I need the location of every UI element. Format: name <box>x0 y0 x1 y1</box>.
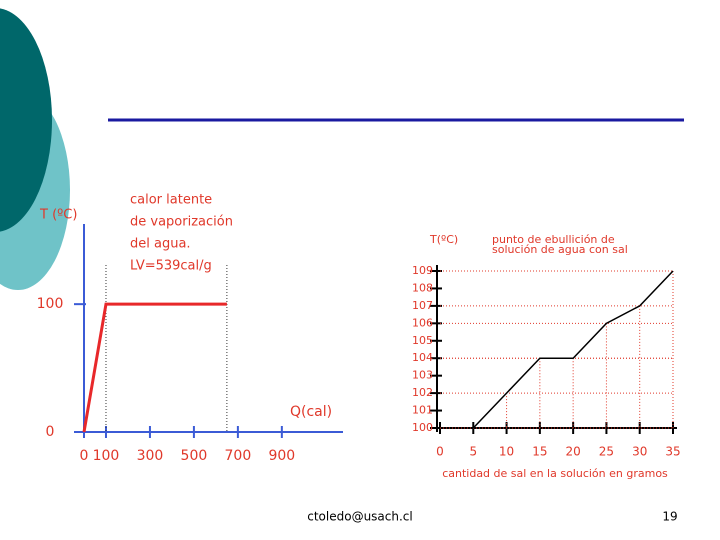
x-tick-label: 5 <box>469 445 477 459</box>
x-tick-label: 30 <box>632 445 647 459</box>
x-tick-label: 35 <box>665 445 680 459</box>
annotation: LV=539cal/g <box>130 259 212 274</box>
y-tick-label: 101 <box>412 404 433 417</box>
y-tick-label: 100 <box>412 421 433 434</box>
x-tick-label: 15 <box>532 445 547 459</box>
y-tick-label: 103 <box>412 369 433 382</box>
annotation: de vaporización <box>130 215 233 230</box>
y-axis-label: T (ºC) <box>39 208 77 223</box>
chart-title: punto de ebullición de <box>492 233 615 246</box>
decor-circle <box>0 8 52 232</box>
x-tick-label: 700 <box>225 448 252 464</box>
x-tick-label: 0 <box>436 445 444 459</box>
y-axis-label: T(ºC) <box>429 233 458 246</box>
y-tick-label: 105 <box>412 334 433 347</box>
x-tick-label: 10 <box>499 445 514 459</box>
y-tick-label: 0 <box>46 424 55 440</box>
x-tick-label: 500 <box>181 448 208 464</box>
data-line <box>82 302 227 433</box>
x-tick-label: 300 <box>137 448 164 464</box>
y-tick-label: 104 <box>412 351 433 364</box>
x-tick-label: 0 <box>80 448 89 464</box>
y-tick-label: 107 <box>412 299 433 312</box>
annotation: calor latente <box>130 193 212 208</box>
x-axis-label: cantidad de sal en la solución en gramos <box>442 467 668 480</box>
page-number: 19 <box>662 510 677 524</box>
x-tick-label: 25 <box>599 445 614 459</box>
x-axis-label: Q(cal) <box>290 404 332 420</box>
data-line <box>472 270 674 429</box>
chart-title: solución de agua con sal <box>492 243 628 256</box>
y-tick-label: 106 <box>412 316 433 329</box>
x-tick-label: 20 <box>566 445 581 459</box>
annotation: del agua. <box>130 237 191 252</box>
footer-email: ctoledo@usach.cl <box>307 510 412 524</box>
y-tick-label: 100 <box>37 296 64 312</box>
y-tick-label: 109 <box>412 264 433 277</box>
y-tick-label: 102 <box>412 386 433 399</box>
x-tick-label: 100 <box>93 448 120 464</box>
y-tick-label: 108 <box>412 281 433 294</box>
x-tick-label: 900 <box>268 448 295 464</box>
